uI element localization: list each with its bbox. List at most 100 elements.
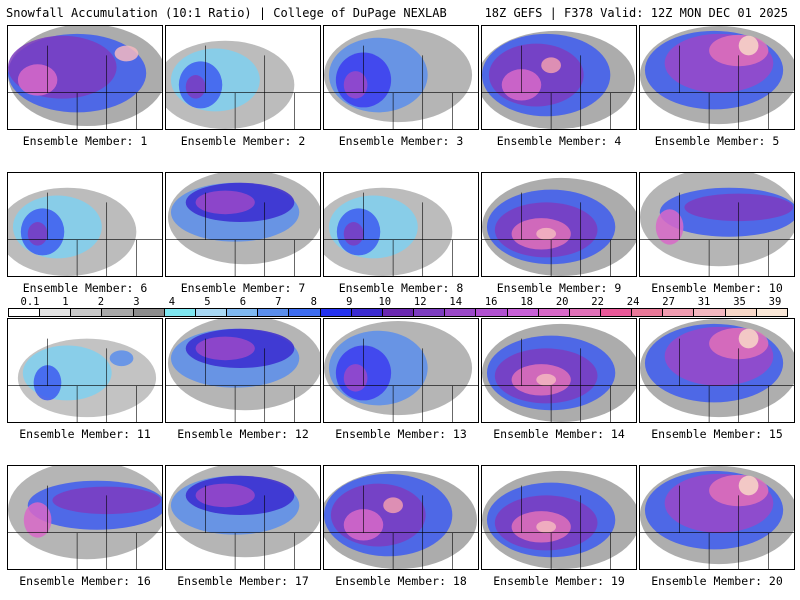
ensemble-member-label: Ensemble Member: 2 xyxy=(180,134,306,148)
legend-swatch xyxy=(289,309,321,316)
ensemble-panel[interactable] xyxy=(7,318,163,423)
snowfall-map xyxy=(482,466,636,569)
snow-contour xyxy=(195,483,255,508)
snowfall-map xyxy=(166,26,320,129)
ensemble-panel[interactable] xyxy=(481,318,637,423)
legend-tick-label: 39 xyxy=(768,296,782,308)
ensemble-panel[interactable] xyxy=(7,25,163,130)
snow-contour xyxy=(343,222,364,246)
state-borders xyxy=(166,192,320,276)
snow-contour xyxy=(541,57,561,74)
state-borders xyxy=(8,192,162,276)
state-borders xyxy=(640,45,794,129)
snowfall-map xyxy=(166,466,320,569)
ensemble-member-label: Ensemble Member: 4 xyxy=(496,134,622,148)
snow-contour xyxy=(27,222,48,246)
legend-swatch xyxy=(164,309,196,316)
ensemble-member-label: Ensemble Member: 6 xyxy=(22,281,148,295)
snow-contour xyxy=(195,336,255,361)
snowfall-map xyxy=(640,173,794,276)
snow-contour xyxy=(738,328,759,349)
snowfall-map xyxy=(482,173,636,276)
ensemble-panel[interactable] xyxy=(639,318,795,423)
ensemble-member-label: Ensemble Member: 14 xyxy=(493,427,625,441)
ensemble-panel[interactable] xyxy=(165,465,321,570)
legend-swatch xyxy=(133,309,165,316)
ensemble-member-label: Ensemble Member: 12 xyxy=(177,427,309,441)
ensemble-panel[interactable] xyxy=(481,465,637,570)
ensemble-panel[interactable] xyxy=(323,465,479,570)
ensemble-panel[interactable] xyxy=(481,25,637,130)
snow-contour xyxy=(195,190,255,215)
snowfall-map xyxy=(324,26,478,129)
state-borders xyxy=(482,45,636,129)
state-borders xyxy=(482,485,636,569)
ensemble-panel[interactable] xyxy=(323,25,479,130)
legend-swatch xyxy=(9,309,41,316)
ensemble-member-label: Ensemble Member: 5 xyxy=(654,134,780,148)
legend-tick-label: 22 xyxy=(591,296,604,308)
snow-contour xyxy=(536,227,557,240)
snow-contour xyxy=(185,75,206,99)
legend-tick-label: 6 xyxy=(239,296,247,308)
ensemble-panel[interactable] xyxy=(481,172,637,277)
legend-tick-label: 14 xyxy=(449,296,463,308)
legend-tick-label: 0.1 xyxy=(20,296,40,308)
legend-swatch xyxy=(102,309,134,316)
ensemble-member-label: Ensemble Member: 1 xyxy=(22,134,148,148)
state-borders xyxy=(482,192,636,276)
legend-ticks: 0.1 1 2 3 4 5 6 7 8 9 10 12 14 16 18 20 22 24 27 31 35 39 xyxy=(8,296,792,308)
ensemble-panel[interactable] xyxy=(7,172,163,277)
legend-swatch xyxy=(756,309,787,316)
snowfall-map xyxy=(324,173,478,276)
legend-swatch xyxy=(445,309,477,316)
state-borders xyxy=(482,338,636,422)
ensemble-member-label: Ensemble Member: 7 xyxy=(180,281,306,295)
ensemble-member-label: Ensemble Member: 9 xyxy=(496,281,622,295)
legend-swatch xyxy=(663,309,695,316)
ensemble-panel[interactable] xyxy=(165,318,321,423)
legend-tick-label: 24 xyxy=(626,296,640,308)
ensemble-panel[interactable] xyxy=(7,465,163,570)
legend-swatch xyxy=(414,309,446,316)
state-borders xyxy=(324,485,478,569)
legend-swatch xyxy=(632,309,664,316)
legend-tick-label: 12 xyxy=(413,296,427,308)
ensemble-panel[interactable] xyxy=(639,172,795,277)
state-borders xyxy=(8,45,162,129)
snowfall-map xyxy=(640,319,794,422)
map-title: Snowfall Accumulation (10:1 Ratio) | Col… xyxy=(6,6,447,20)
ensemble-panel[interactable] xyxy=(323,318,479,423)
snow-contour xyxy=(109,350,134,367)
snow-contour xyxy=(343,71,368,99)
state-borders xyxy=(640,192,794,276)
legend-swatch xyxy=(71,309,103,316)
snowfall-map xyxy=(8,173,162,276)
legend-swatch xyxy=(476,309,508,316)
legend-tick-label: 3 xyxy=(133,296,140,308)
snowfall-map xyxy=(8,319,162,422)
ensemble-member-label: Ensemble Member: 11 xyxy=(19,427,151,441)
state-borders xyxy=(324,192,478,276)
ensemble-panel[interactable] xyxy=(165,172,321,277)
snow-contour xyxy=(383,497,403,514)
snow-contour xyxy=(536,520,557,533)
legend-swatch xyxy=(569,309,601,316)
legend-tick-label: 5 xyxy=(204,296,211,308)
legend-colorbar xyxy=(8,308,788,317)
ensemble-panel[interactable] xyxy=(165,25,321,130)
ensemble-panel[interactable] xyxy=(323,172,479,277)
ensemble-member-label: Ensemble Member: 19 xyxy=(493,574,625,588)
ensemble-panel[interactable] xyxy=(639,465,795,570)
snow-contour xyxy=(114,45,139,62)
legend-tick-label: 1 xyxy=(62,296,69,308)
state-borders xyxy=(166,338,320,422)
legend-tick-label: 20 xyxy=(555,296,569,308)
run-info: 18Z GEFS | F378 Valid: 12Z MON DEC 01 20… xyxy=(484,6,788,20)
legend-swatch xyxy=(40,309,72,316)
ensemble-panel[interactable] xyxy=(639,25,795,130)
state-borders xyxy=(8,485,162,569)
state-borders xyxy=(640,338,794,422)
snow-contour xyxy=(23,502,52,538)
legend-tick-label: 7 xyxy=(275,296,282,308)
